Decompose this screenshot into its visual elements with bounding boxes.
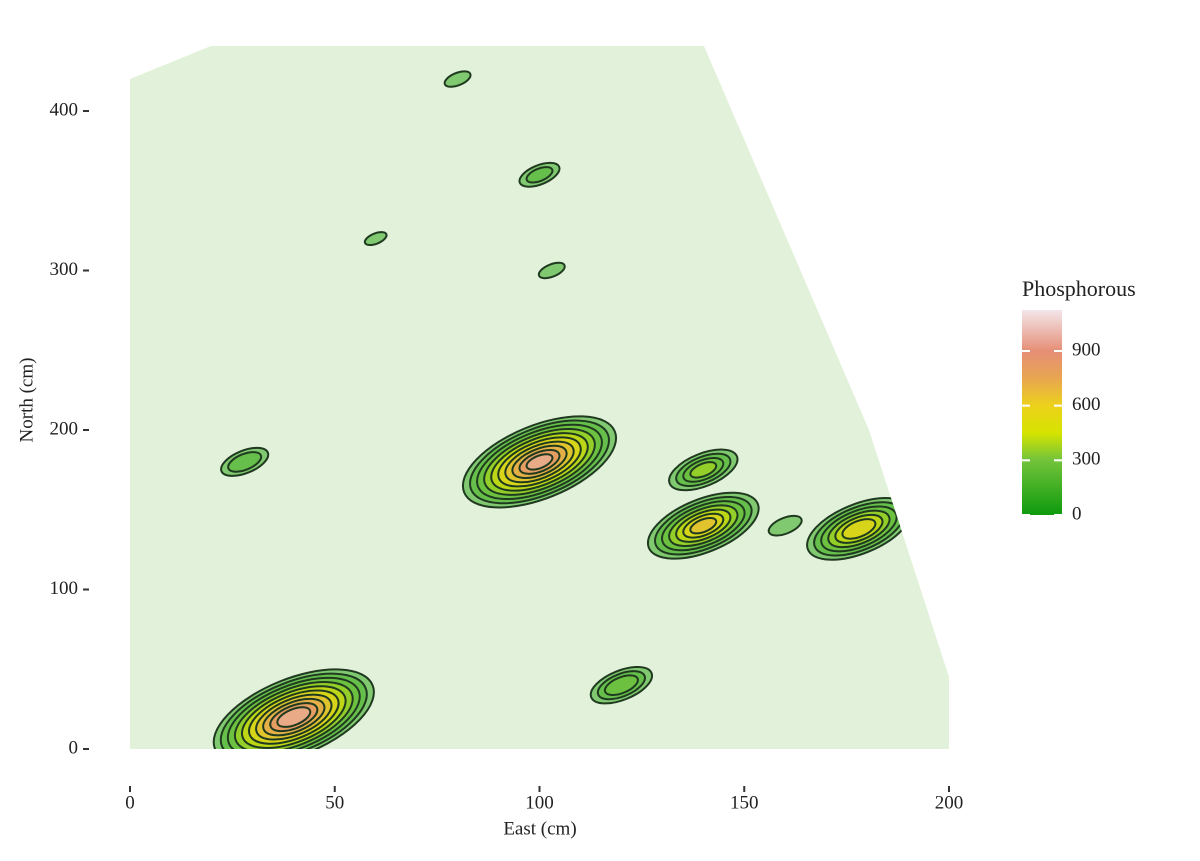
y-tick-label: 200 xyxy=(50,418,79,439)
colorbar-tick-label: 600 xyxy=(1072,394,1101,415)
y-tick-label: 0 xyxy=(69,737,79,758)
hotspot xyxy=(646,491,760,560)
x-tick-label: 150 xyxy=(730,792,759,813)
hotspot xyxy=(806,497,912,561)
x-tick-label: 0 xyxy=(125,792,135,813)
hotspot xyxy=(212,668,375,749)
y-tick-label: 400 xyxy=(50,99,79,120)
colorbar-tick-label: 300 xyxy=(1072,449,1101,470)
hotspot xyxy=(461,415,618,509)
contour-ring xyxy=(443,70,472,88)
contour-ring xyxy=(603,674,639,697)
contour-ring xyxy=(525,166,554,184)
hotspot xyxy=(443,70,472,88)
contour-ring xyxy=(689,516,718,535)
hotspot xyxy=(589,665,654,705)
contour-ring xyxy=(525,453,554,471)
x-axis-title: East (cm) xyxy=(503,818,576,839)
legend-title: Phosphorous xyxy=(1022,276,1136,301)
contour-ring xyxy=(537,261,566,280)
contour-ring xyxy=(363,231,388,247)
contour-ring xyxy=(689,461,718,479)
hotspot xyxy=(668,448,739,492)
x-tick-label: 50 xyxy=(325,792,344,813)
hotspot xyxy=(767,514,803,537)
contour-ring xyxy=(227,451,263,473)
contour-ring xyxy=(276,706,312,728)
contour-ring xyxy=(767,514,803,537)
hotspot xyxy=(220,446,270,477)
x-tick-label: 100 xyxy=(525,792,554,813)
colorbar-tick-label: 0 xyxy=(1072,503,1082,524)
hotspot xyxy=(518,161,561,188)
hotspot xyxy=(537,261,566,280)
y-tick-label: 300 xyxy=(50,259,79,280)
y-axis-title: North (cm) xyxy=(16,358,37,443)
contour-ring xyxy=(841,518,877,540)
y-tick-label: 100 xyxy=(50,578,79,599)
colorbar-tick-label: 900 xyxy=(1072,339,1101,360)
contours xyxy=(212,70,912,749)
x-tick-label: 200 xyxy=(935,792,964,813)
hotspot xyxy=(363,231,388,247)
colorbar xyxy=(1022,310,1062,515)
field xyxy=(130,46,949,749)
